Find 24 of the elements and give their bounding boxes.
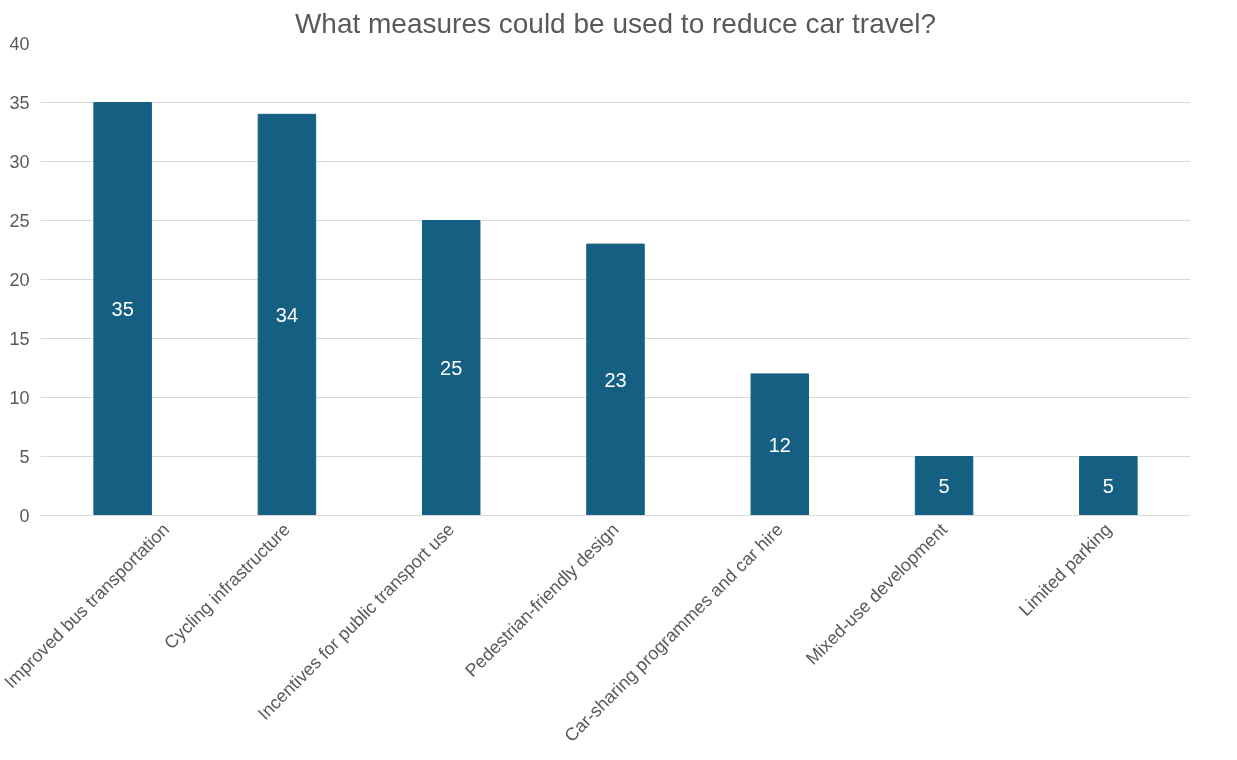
y-tick-label: 5 — [19, 447, 30, 467]
bar — [93, 102, 152, 516]
y-tick-label: 15 — [9, 329, 30, 349]
data-label: 35 — [111, 298, 134, 320]
bar — [1079, 456, 1138, 516]
data-label: 5 — [1102, 475, 1114, 497]
y-tick-label: 20 — [9, 270, 30, 290]
y-tick-label: 25 — [9, 211, 30, 231]
data-label: 34 — [275, 303, 299, 326]
data-label: 25 — [440, 357, 463, 379]
bar — [257, 113, 317, 516]
bar — [421, 220, 481, 516]
data-label: 23 — [604, 368, 627, 391]
data-label: 12 — [768, 433, 791, 456]
y-tick-label: 40 — [9, 34, 30, 54]
y-tick-label: 30 — [9, 152, 30, 172]
y-tick-label: 35 — [9, 93, 30, 113]
y-tick-label: 0 — [19, 506, 30, 526]
bar — [914, 456, 974, 516]
chart-title: What measures could be used to reduce car travel? — [294, 7, 937, 39]
data-label: 5 — [938, 475, 950, 497]
bar — [586, 243, 645, 516]
bar — [750, 373, 810, 516]
y-tick-label: 10 — [9, 388, 30, 408]
